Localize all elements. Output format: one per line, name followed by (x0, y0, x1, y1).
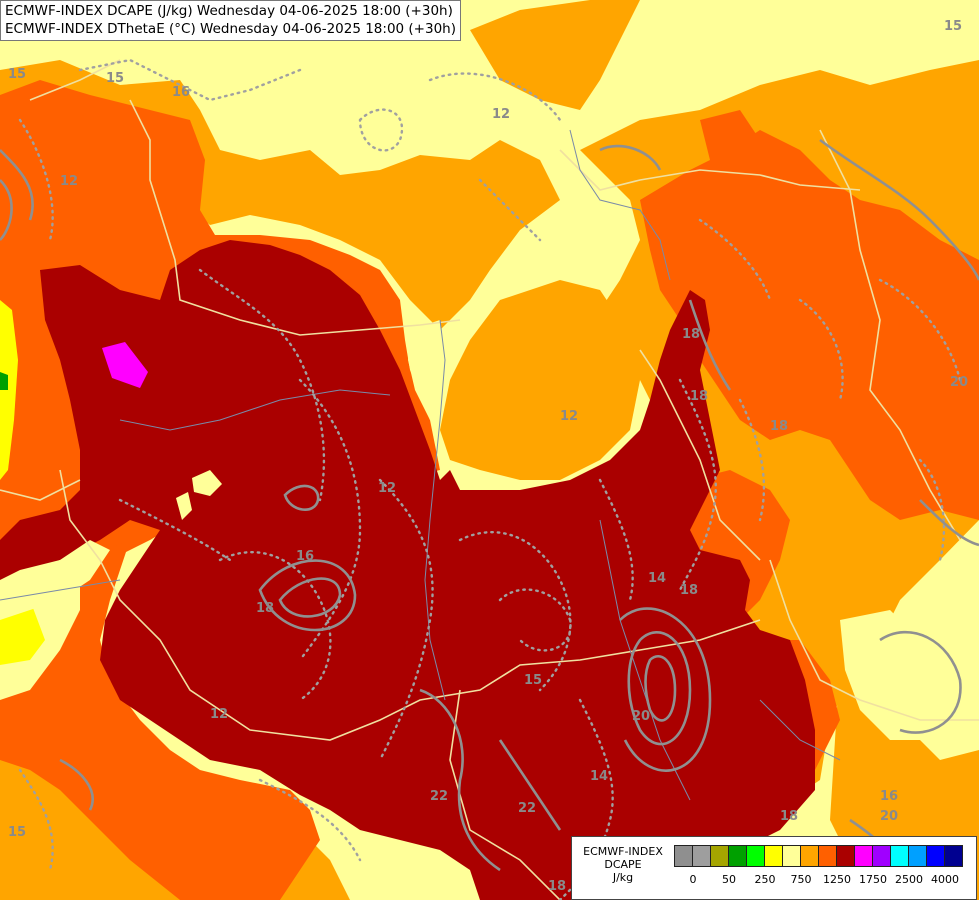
legend-tick-label: 4000 (931, 873, 959, 886)
contour-label: 12 (492, 107, 510, 122)
legend-swatch (728, 845, 747, 867)
title-line-dcape: ECMWF-INDEX DCAPE (J/kg) Wednesday 04-06… (5, 3, 453, 19)
legend-tick-label: 1750 (859, 873, 887, 886)
contour-label: 20 (632, 709, 650, 724)
legend-model: ECMWF-INDEX (583, 845, 663, 858)
light-yellow-patches (0, 320, 960, 740)
contour-label: 15 (524, 673, 542, 688)
legend-tick-label: 250 (754, 873, 776, 886)
legend-swatch (782, 845, 801, 867)
rivers (0, 129, 841, 801)
legend-parameter: DCAPE (604, 858, 642, 871)
legend-swatch (872, 845, 891, 867)
color-legend: ECMWF-INDEX DCAPE J/kg 0 50 250 750 1250 1750… (571, 836, 977, 900)
contour-label: 20 (950, 375, 968, 390)
contour-label: 18 (690, 389, 708, 404)
contour-label: 14 (590, 769, 608, 784)
contour-label: 12 (210, 707, 228, 722)
legend-swatches (674, 845, 963, 867)
legend-swatch (818, 845, 837, 867)
legend-swatch (800, 845, 819, 867)
contour-label: 15 (8, 825, 26, 840)
contour-label: 15 (106, 71, 124, 86)
contour-label: 16 (296, 549, 314, 564)
legend-tick-label: 50 (722, 873, 736, 886)
legend-swatch (836, 845, 855, 867)
legend-swatch (944, 845, 963, 867)
legend-tick-label: 0 (689, 873, 697, 886)
contour-label: 16 (172, 85, 190, 100)
legend-swatch (692, 845, 711, 867)
contour-label: 15 (944, 19, 962, 34)
legend-swatch (710, 845, 729, 867)
contour-label: 20 (880, 809, 898, 824)
legend-swatch (908, 845, 927, 867)
country-borders (0, 59, 979, 900)
legend-tick-label: 750 (790, 873, 812, 886)
contour-label: 14 (648, 571, 666, 586)
legend-swatch (926, 845, 945, 867)
contour-label: 15 (8, 67, 26, 82)
dark-red-regions (0, 240, 815, 900)
legend-ticks: 0 50 250 750 1250 1750 2500 4000 (674, 874, 974, 888)
legend-swatch (764, 845, 783, 867)
legend-tick-label: 2500 (895, 873, 923, 886)
contour-label: 18 (548, 879, 566, 894)
legend-label: ECMWF-INDEX DCAPE J/kg (576, 845, 670, 884)
green-spot (0, 372, 8, 390)
contour-label: 22 (518, 801, 536, 816)
solid-contours (0, 138, 979, 881)
contour-label: 22 (430, 789, 448, 804)
contour-label: 18 (680, 583, 698, 598)
dotted-contours (18, 58, 962, 900)
contour-label: 12 (560, 409, 578, 424)
magenta-spot (102, 342, 148, 388)
yellow-edge (0, 300, 18, 480)
legend-tick-label: 1250 (823, 873, 851, 886)
contour-label: 18 (682, 327, 700, 342)
contour-label: 12 (60, 174, 78, 189)
contour-label: 16 (880, 789, 898, 804)
legend-unit: J/kg (612, 871, 634, 884)
legend-swatch (890, 845, 909, 867)
contour-label: 12 (378, 481, 396, 496)
contour-label: 18 (780, 809, 798, 824)
contour-labels: 15 16 12 15 18 12 12 16 18 12 18 15 14 1… (8, 19, 968, 894)
legend-swatch (746, 845, 765, 867)
legend-swatch (854, 845, 873, 867)
contour-label: 18 (256, 601, 274, 616)
contour-label: 18 (770, 419, 788, 434)
map-title: ECMWF-INDEX DCAPE (J/kg) Wednesday 04-06… (0, 0, 461, 41)
title-line-dthetae: ECMWF-INDEX DThetaE (°C) Wednesday 04-06… (5, 21, 456, 37)
legend-swatch (674, 845, 693, 867)
